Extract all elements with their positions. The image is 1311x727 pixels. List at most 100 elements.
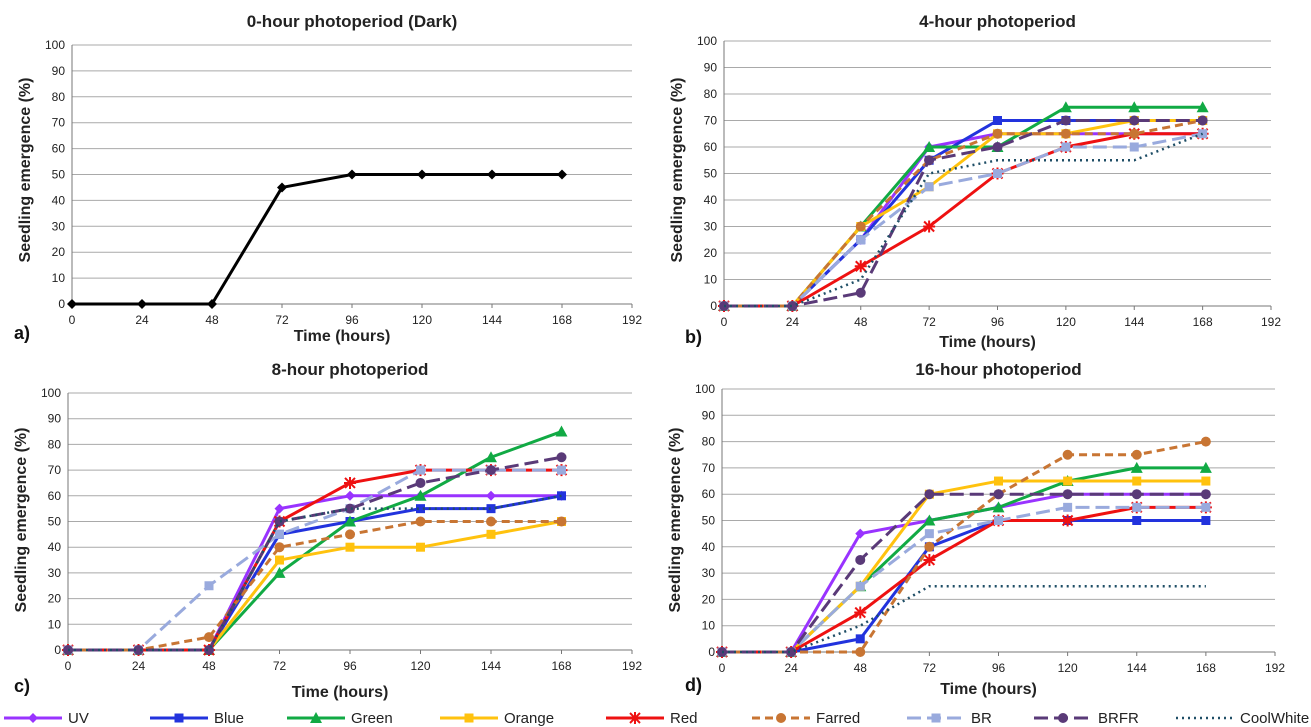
series-br-line (724, 132, 1203, 308)
panel-letter: b) (685, 327, 702, 347)
series-coolwhite-line (722, 585, 1206, 654)
legend-marker (629, 712, 641, 724)
series-coolwhite (722, 585, 1206, 654)
series-green-point (1128, 101, 1141, 113)
series-brfr-point (786, 647, 797, 657)
legend-label: Orange (504, 710, 554, 727)
x-tick-label: 24 (135, 313, 149, 327)
series-br-point (924, 182, 934, 192)
x-tick-label: 168 (1193, 315, 1213, 329)
y-tick-label: 100 (695, 382, 715, 396)
series-brfr-point (345, 503, 355, 514)
series-brfr-point (204, 645, 214, 655)
panel-letter: d) (685, 675, 702, 695)
legend-marker (310, 712, 322, 723)
series-red-line (722, 505, 1206, 654)
series-brfr (717, 489, 1211, 657)
legend-marker (931, 713, 941, 723)
legend-item-br: BR (907, 710, 992, 727)
series-red-point (923, 220, 936, 233)
y-axis-title: Seedling emergence (%) (17, 78, 34, 263)
series-green-point (1199, 461, 1212, 473)
series-blue-point (855, 634, 865, 644)
series-dark-point (67, 299, 77, 309)
legend-label: BR (971, 710, 992, 727)
series-coolwhite-line (724, 132, 1204, 308)
x-tick-label: 96 (991, 315, 1005, 329)
series-red-line (724, 132, 1203, 308)
series-blue-point (1132, 516, 1142, 525)
x-axis-title: Time (hours) (939, 334, 1036, 351)
y-tick-label: 0 (58, 297, 65, 311)
series-orange-point (486, 529, 496, 539)
y-tick-label: 30 (48, 566, 62, 580)
y-axis-title: Seedling emergence (%) (667, 428, 684, 613)
y-tick-label: 90 (704, 61, 718, 75)
x-axis-title: Time (hours) (940, 681, 1037, 698)
series-br-point (1201, 502, 1211, 512)
legend-item-green: Green (287, 710, 393, 727)
series-dark-line (72, 173, 562, 306)
series-farred-point (992, 128, 1003, 139)
series-br (717, 502, 1211, 657)
x-tick-label: 192 (1261, 315, 1281, 329)
y-tick-label: 50 (704, 167, 718, 181)
series-green-point (923, 514, 936, 526)
series-brfr-point (1060, 115, 1071, 126)
series-farred-point (1131, 449, 1142, 460)
x-tick-label: 96 (343, 659, 357, 673)
series-brfr-line (724, 119, 1203, 308)
legend-item-orange: Orange (440, 710, 554, 727)
series-brfr-point (787, 301, 798, 311)
series-brfr-point (415, 477, 426, 488)
series-brfr-point (855, 554, 866, 565)
x-tick-label: 144 (1124, 315, 1144, 329)
y-tick-label: 90 (52, 64, 66, 78)
y-tick-label: 20 (702, 592, 716, 606)
series-br-line (68, 468, 562, 652)
legend-label: UV (68, 710, 89, 727)
y-tick-label: 80 (704, 87, 718, 101)
x-axis-title: Time (hours) (292, 684, 389, 701)
y-tick-label: 100 (697, 34, 717, 48)
series-br-point (1063, 502, 1073, 512)
legend-item-coolwhite: CoolWhite (1176, 710, 1309, 727)
legend-marker (776, 713, 786, 723)
y-tick-label: 40 (702, 540, 716, 554)
x-tick-label: 120 (1056, 315, 1076, 329)
x-tick-label: 0 (721, 315, 728, 329)
series-farred-point (855, 647, 866, 657)
series-orange-point (1132, 476, 1142, 486)
y-tick-label: 100 (41, 386, 61, 400)
series-uv-point (274, 503, 285, 514)
series-red-point (344, 476, 356, 489)
y-tick-label: 20 (52, 245, 66, 259)
y-tick-label: 50 (52, 168, 66, 182)
x-tick-label: 48 (205, 313, 219, 327)
series-br-point (416, 465, 425, 475)
series-brfr-point (486, 465, 496, 476)
series-br-point (275, 529, 284, 539)
series-dark-point (557, 169, 567, 180)
x-tick-label: 72 (922, 315, 936, 329)
series-dark-point (207, 299, 217, 309)
series-green-point (1196, 101, 1209, 113)
legend-marker (464, 713, 474, 723)
series-dark-point (417, 169, 427, 180)
y-tick-label: 10 (52, 271, 66, 285)
x-tick-label: 192 (622, 313, 642, 327)
series-br-point (204, 581, 214, 591)
x-tick-label: 120 (412, 313, 432, 327)
series-brfr-point (133, 645, 144, 655)
legend-label: Blue (214, 710, 244, 727)
series-farred-point (1200, 436, 1211, 447)
chart-title: 4-hour photoperiod (919, 12, 1076, 31)
series-orange (63, 517, 566, 655)
legend-label: CoolWhite (1240, 710, 1309, 727)
y-tick-label: 80 (702, 435, 716, 449)
x-tick-label: 48 (202, 659, 216, 673)
series-uv-point (345, 490, 355, 501)
x-tick-label: 96 (345, 313, 359, 327)
y-tick-label: 90 (702, 408, 716, 422)
